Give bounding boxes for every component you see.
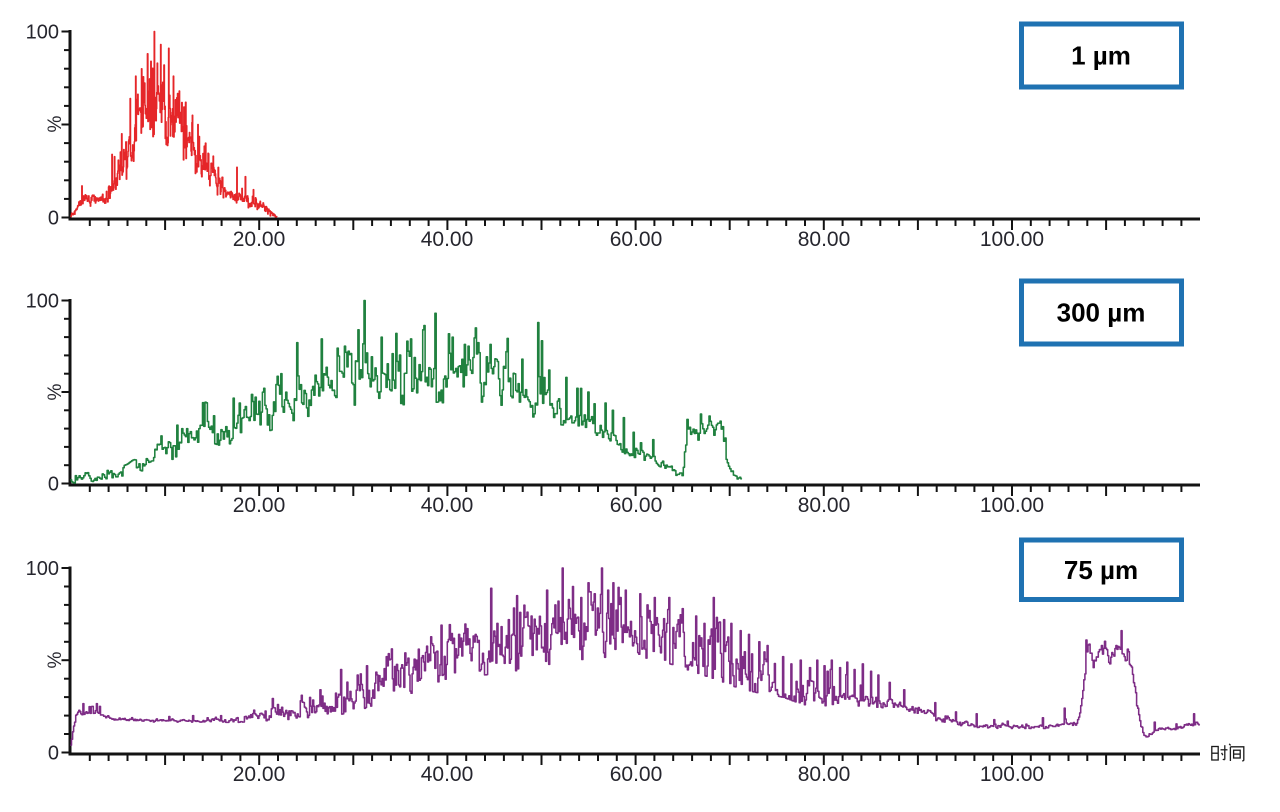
svg-text:20.00: 20.00	[233, 228, 286, 251]
svg-text:40.00: 40.00	[421, 763, 474, 786]
svg-text:0: 0	[48, 208, 59, 230]
svg-text:20.00: 20.00	[233, 763, 286, 786]
svg-text:%: %	[45, 115, 66, 132]
svg-text:100.00: 100.00	[980, 763, 1044, 786]
svg-text:40.00: 40.00	[421, 228, 474, 251]
svg-text:20.00: 20.00	[233, 494, 286, 517]
svg-text:60.00: 60.00	[610, 763, 663, 786]
svg-text:80.00: 80.00	[798, 228, 851, 251]
svg-text:%: %	[45, 383, 66, 400]
svg-text:1 µm: 1 µm	[1071, 41, 1131, 71]
svg-text:0: 0	[48, 743, 59, 765]
svg-text:100.00: 100.00	[980, 228, 1044, 251]
svg-text:80.00: 80.00	[798, 494, 851, 517]
svg-text:60.00: 60.00	[610, 494, 663, 517]
svg-text:100: 100	[26, 558, 59, 580]
svg-text:60.00: 60.00	[610, 228, 663, 251]
svg-text:40.00: 40.00	[421, 494, 474, 517]
svg-text:300 µm: 300 µm	[1057, 298, 1146, 328]
svg-text:%: %	[45, 651, 66, 668]
svg-text:100: 100	[26, 22, 59, 44]
svg-text:0: 0	[48, 474, 59, 496]
svg-text:100: 100	[26, 291, 59, 313]
svg-text:100.00: 100.00	[980, 494, 1044, 517]
svg-text:80.00: 80.00	[798, 763, 851, 786]
svg-text:75 µm: 75 µm	[1064, 555, 1138, 585]
